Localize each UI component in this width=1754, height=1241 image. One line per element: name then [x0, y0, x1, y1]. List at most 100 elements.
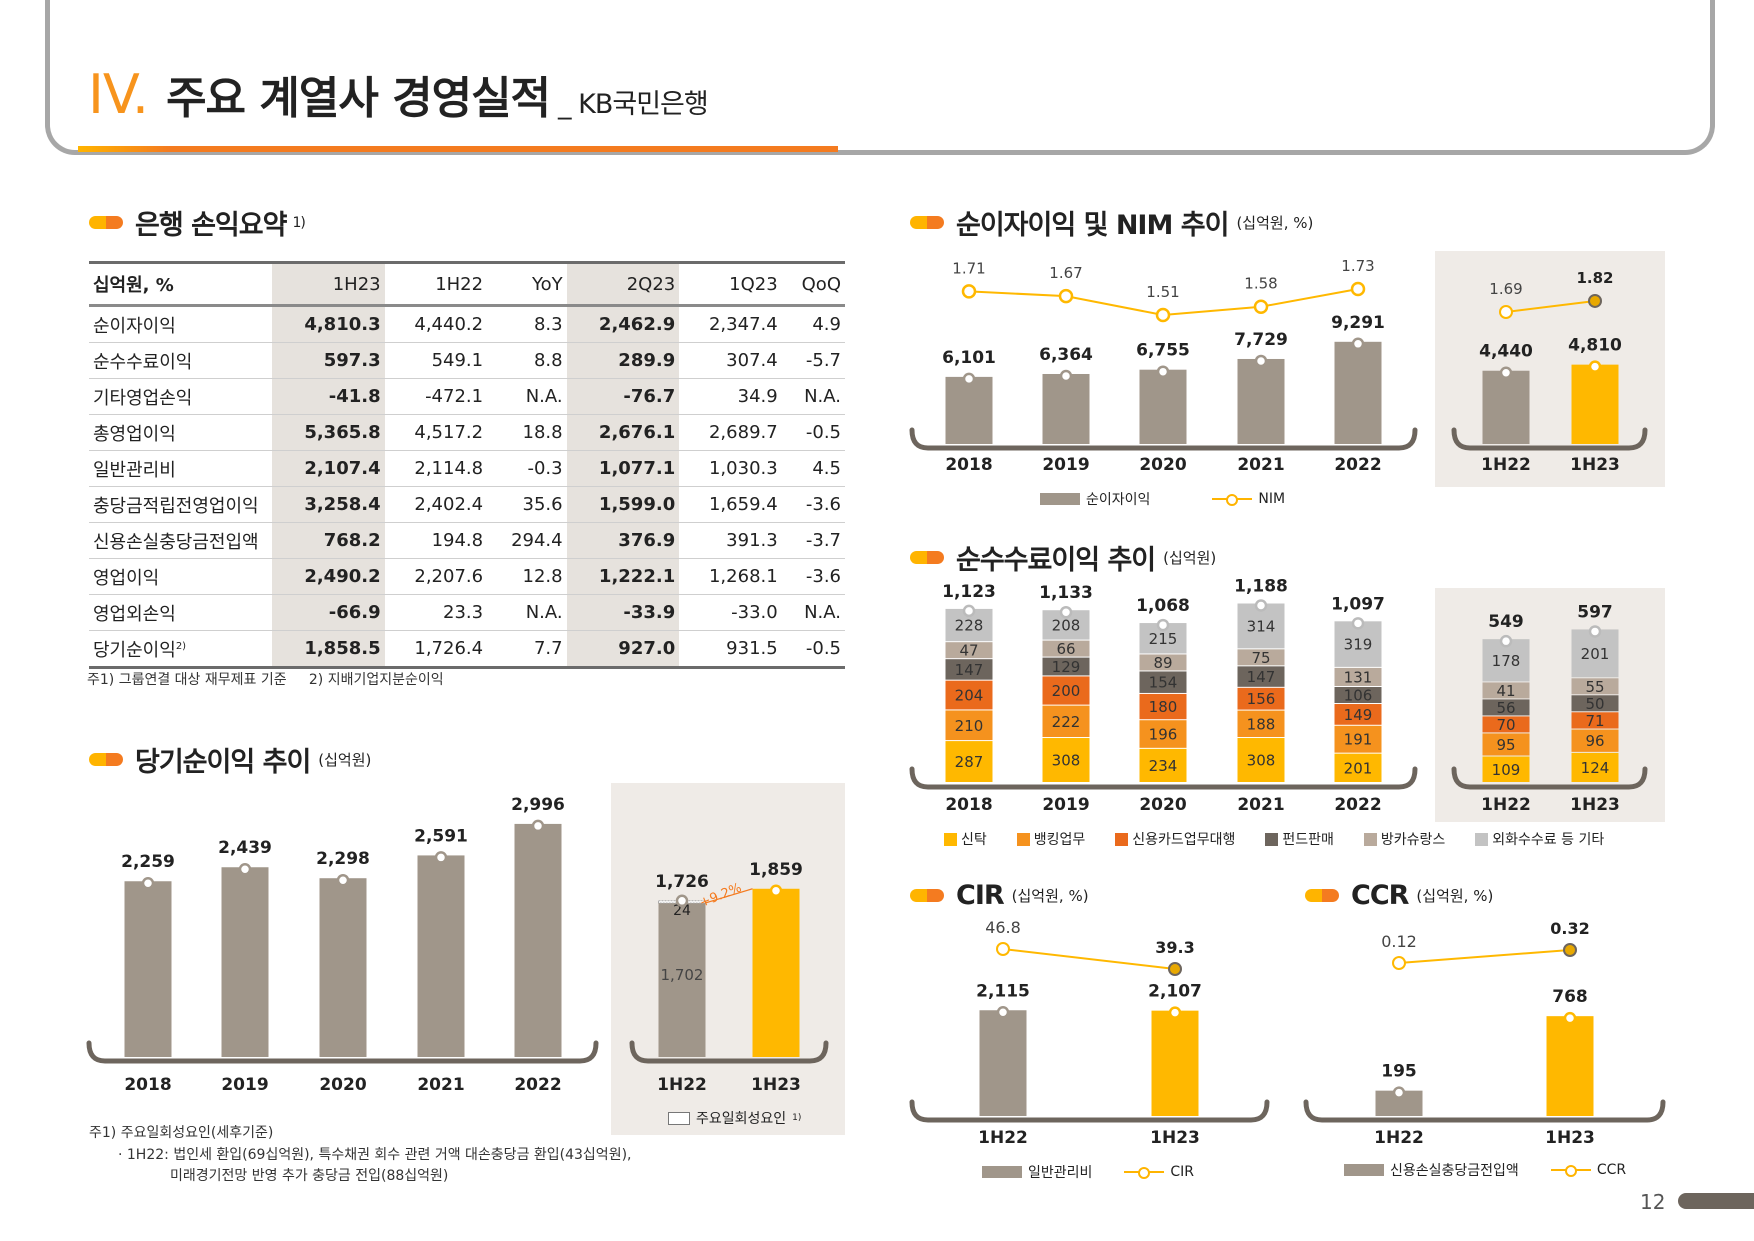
table-cell: 2,402.4: [384, 487, 488, 523]
data-marker: [434, 851, 448, 864]
data-marker: [1156, 365, 1170, 378]
legend-label: 뱅킹업무: [1033, 832, 1086, 848]
table-cell: 23.3: [384, 595, 488, 631]
table-cell: 8.3: [487, 307, 567, 343]
row-label: 영업이익: [89, 559, 272, 595]
fee-segment: [1482, 682, 1530, 699]
data-label: 4,810: [1568, 336, 1622, 356]
x-tick-label: 1H22: [1481, 455, 1531, 475]
total-label: 549: [1488, 612, 1524, 632]
legend-label: 외화수수료 등 기타: [1492, 832, 1605, 848]
half-panel-fee: [1435, 588, 1665, 822]
legend-swatch: [1016, 832, 1030, 846]
bullet-icon: [89, 753, 123, 766]
data-label: 1,726: [655, 872, 709, 892]
table-cell: 294.4: [487, 523, 567, 559]
table-cell: N.A.: [781, 379, 845, 415]
data-label: 4,440: [1479, 342, 1533, 362]
data-marker: [962, 604, 976, 618]
fee-segment: [1571, 729, 1619, 752]
data-label: 1,859: [749, 860, 803, 880]
row-label: 영업외손익: [89, 595, 272, 631]
segment-label: 215: [1149, 630, 1178, 648]
nim-label: 1.67: [1049, 264, 1082, 282]
bullet-icon: [910, 551, 944, 564]
table-cell: -5.7: [781, 343, 845, 379]
data-marker: [1156, 618, 1170, 632]
data-label: 9,291: [1331, 313, 1385, 333]
title-subtitle: _ KB국민은행: [558, 89, 709, 120]
bar-swatch: [1344, 1164, 1384, 1176]
table-cell: 35.6: [487, 487, 567, 523]
fee-segment: [1042, 657, 1090, 676]
table-cell: -41.8: [272, 379, 385, 415]
net-income-bar: [319, 878, 367, 1057]
segment-label: 109: [1492, 761, 1521, 779]
segment-label: 178: [1492, 652, 1521, 670]
table-cell: 1,726.4: [384, 631, 488, 669]
legend-fee: 신탁 뱅킹업무 신용카드업무대행 펀드판매 방카슈랑스 외화수수료 등 기타: [944, 829, 1630, 849]
segment-label: 75: [1251, 649, 1270, 667]
x-tick-label: 2021: [1237, 455, 1284, 475]
data-marker: [1351, 337, 1365, 351]
table-row: 영업이익 2,490.2 2,207.6 12.8 1,222.1 1,268.1 -3.6: [89, 559, 845, 595]
legend-label: CIR: [1170, 1164, 1195, 1180]
table-cell: 2,676.1: [566, 415, 680, 451]
table-cell: 2,347.4: [679, 307, 782, 343]
segment-label: 222: [1052, 713, 1081, 731]
nii-bar: [1334, 341, 1382, 444]
table-cell: 1,659.4: [679, 487, 782, 523]
data-marker: [769, 884, 783, 898]
table-cell: 391.3: [679, 523, 782, 559]
table-row: 당기순이익2) 1,858.5 1,726.4 7.7 927.0 931.5 -0.5: [89, 631, 845, 669]
fee-segment: [1334, 753, 1382, 782]
axis-bracket: [1451, 766, 1648, 790]
total-label: 1,133: [1039, 583, 1093, 603]
table-cell: 4.5: [781, 451, 845, 487]
fee-segment: [1237, 738, 1285, 782]
nim-point: [1499, 305, 1513, 319]
bullet-icon: [910, 216, 944, 229]
table-cell: N.A.: [781, 595, 845, 631]
half-panel-net-income: [611, 783, 845, 1135]
nii-half-bar: [1571, 364, 1619, 444]
legend-label: 순이자이익: [1086, 492, 1151, 508]
data-label: 2,107: [1148, 982, 1202, 1002]
data-marker: [1499, 366, 1513, 379]
ccr-title: CCR: [1351, 880, 1409, 911]
segment-label: 66: [1056, 640, 1075, 658]
table-cell: 7.7: [487, 631, 567, 669]
table-cell: -0.5: [781, 631, 845, 669]
table-cell: N.A.: [487, 379, 567, 415]
total-label: 1,097: [1331, 594, 1385, 614]
legend-nii: 순이자이익 NIM: [1040, 489, 1285, 509]
segment-label: 196: [1149, 726, 1178, 744]
table-cell: 2,207.6: [384, 559, 488, 595]
nim-label: 1.82: [1576, 269, 1613, 287]
segment-label: 149: [1344, 706, 1373, 724]
growth-line: [705, 888, 753, 904]
net-income-bar: [514, 823, 562, 1057]
cir-bar: [1151, 1010, 1199, 1116]
net-income-note-3: 미래경기전망 반영 추가 충당금 전입(88십억원): [170, 1168, 449, 1184]
table-cell: 1,077.1: [566, 451, 680, 487]
section-number: IV.: [88, 63, 149, 126]
line-swatch: [1124, 1166, 1165, 1179]
data-marker: [1588, 625, 1602, 638]
ccr-label: 0.32: [1550, 919, 1589, 938]
x-tick-label: 2022: [514, 1075, 561, 1095]
data-marker: [1254, 354, 1268, 368]
section-title-ccr: CCR (십억원, %): [1305, 880, 1493, 911]
legend-swatch: [1363, 832, 1377, 846]
row-label: 당기순이익2): [89, 631, 272, 669]
axis-bracket: [1303, 1099, 1666, 1123]
x-tick-label: 2018: [945, 455, 992, 475]
table-row: 신용손실충당금전입액 768.2 194.8 294.4 376.9 391.3 -3.7: [89, 523, 845, 559]
table-cell: 307.4: [679, 343, 782, 379]
segment-label: 201: [1344, 759, 1373, 777]
oneoff-swatch: [668, 1111, 690, 1125]
segment-label: 201: [1581, 645, 1610, 663]
nii-title: 순이자이익 및 NIM 추이: [956, 210, 1229, 241]
segment-label: 191: [1344, 731, 1373, 749]
column-header: 1H23: [272, 261, 385, 307]
